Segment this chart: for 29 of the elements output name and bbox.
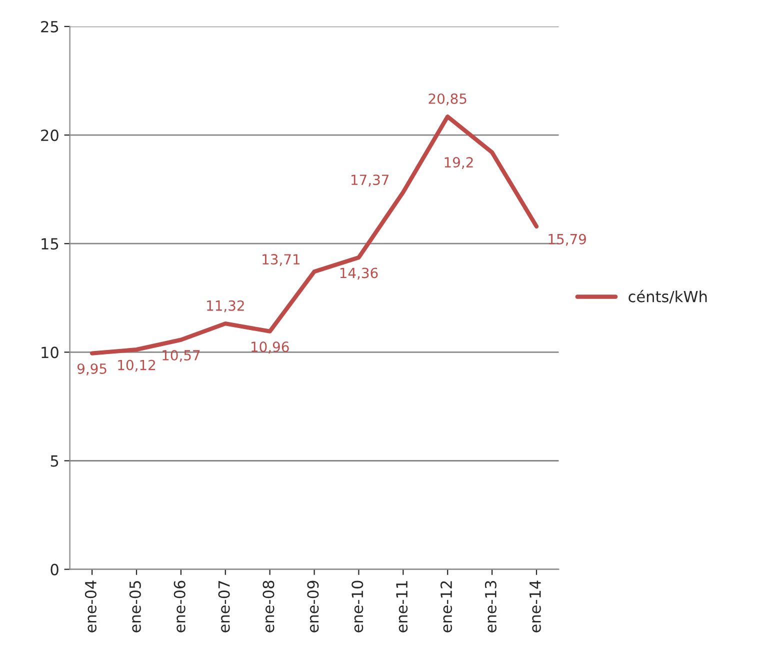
data-label: 11,32 (207, 300, 244, 312)
data-label: 19,2 (444, 157, 473, 169)
data-label: 17,37 (351, 174, 389, 186)
y-tick-label: 10 (42, 346, 58, 358)
data-label: 9,95 (77, 363, 106, 376)
x-tick-label: ene-08 (262, 580, 274, 632)
y-tick-label: 25 (41, 20, 58, 32)
x-tick-label: ene-11 (396, 581, 408, 632)
data-label: 10,96 (251, 342, 289, 354)
data-label: 20,85 (428, 93, 466, 106)
y-tick-label: 0 (50, 564, 58, 576)
data-label: 15,79 (548, 234, 586, 246)
y-tick-label: 15 (42, 238, 58, 250)
data-label: 10,12 (118, 360, 155, 372)
x-tick-label: ene-14 (530, 580, 541, 632)
x-tick-label: ene-09 (307, 580, 319, 632)
data-label: 14,36 (340, 268, 378, 280)
x-tick-label: ene-13 (484, 580, 496, 632)
y-tick-label: 5 (50, 455, 58, 467)
x-tick-label: ene-07 (218, 581, 230, 632)
x-tick-label: ene-06 (174, 580, 186, 632)
x-tick-label: ene-12 (440, 581, 452, 632)
x-tick-label: ene-10 (352, 580, 364, 632)
data-label: 10,57 (162, 350, 200, 362)
data-label: 13,71 (262, 254, 300, 266)
x-tick-label: ene-05 (129, 581, 141, 632)
y-tick-label: 20 (41, 130, 58, 142)
legend-label: cénts/kWh (628, 290, 707, 304)
x-tick-label: ene-04 (84, 580, 96, 632)
